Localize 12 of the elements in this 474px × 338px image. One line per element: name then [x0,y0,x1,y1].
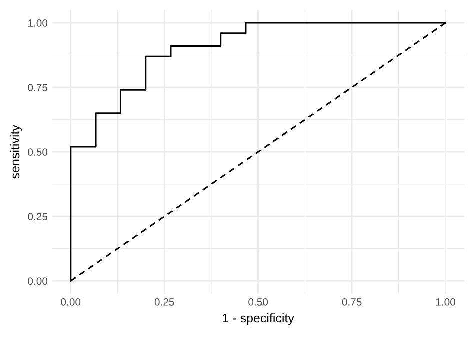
y-tick-label: 0.50 [28,148,48,156]
x-tick-label: 0.25 [154,298,174,306]
y-tick-label: 1.00 [28,20,48,27]
y-axis-title: sensitivity [10,125,22,179]
x-tick-label: 1.00 [436,298,456,306]
x-tick-label: 0.50 [248,298,268,306]
y-tick-label: 0.75 [28,84,48,92]
x-tick-label: 0.00 [61,298,81,306]
x-tick-label: 0.75 [342,298,362,306]
x-axis-title: 1 - specificity [223,313,294,326]
y-tick-label: 0.00 [28,278,48,286]
y-tick-label: 0.25 [28,213,48,221]
